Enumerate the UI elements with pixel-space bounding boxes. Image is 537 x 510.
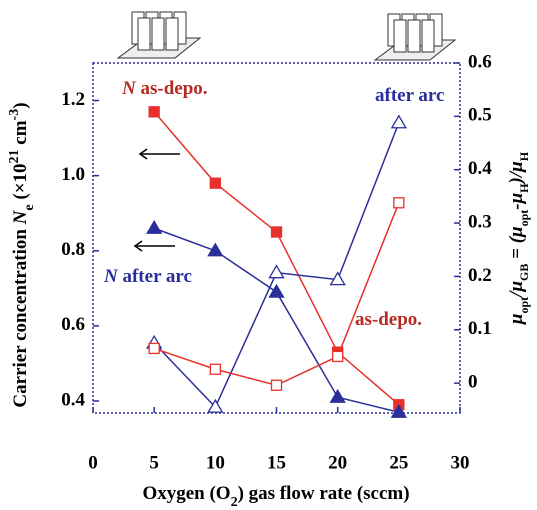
y2-tick-label: 0.4: [468, 158, 492, 179]
y-tick-label: 0.4: [61, 389, 85, 410]
marker: [209, 363, 221, 375]
label-part: e: [22, 204, 37, 210]
label-part: 10: [10, 163, 31, 182]
chart_data.ylabel-text: Carrier concentration Ne (×1021 cm-3): [7, 102, 37, 407]
x-tick-label: 30: [451, 452, 470, 473]
chart_data.xlabel-text: Oxygen (O2) gas flow rate (sccm): [142, 483, 409, 509]
annotation: as-depo.: [355, 309, 422, 330]
annotation: N as-depo.: [121, 78, 208, 99]
annotation-part: after arc: [118, 266, 192, 287]
marker: [148, 342, 160, 355]
label-part: GB: [517, 264, 531, 281]
x-tick-label: 25: [389, 452, 408, 473]
marker: [332, 350, 344, 363]
marker: [393, 197, 405, 209]
label-part: H: [517, 183, 531, 193]
y-tick-label: 0.8: [61, 239, 85, 260]
marker: [207, 242, 224, 257]
marker: [207, 398, 224, 413]
marker: [146, 219, 163, 234]
label-part: 2: [231, 495, 238, 510]
marker: [268, 264, 285, 279]
y2-tick-label: 0: [468, 371, 478, 392]
y-tick-label: 0.6: [61, 314, 85, 335]
marker: [329, 271, 346, 286]
y2-tick-label: 0.2: [468, 265, 492, 286]
label-part: /μ: [506, 281, 527, 299]
x-tick-label: 20: [328, 452, 347, 473]
label-part: Carrier concentration: [10, 224, 31, 407]
marker: [390, 403, 407, 418]
y2-tick-label: 0.6: [468, 51, 492, 72]
label-part: ): [10, 102, 31, 108]
annotation-part: N: [103, 266, 119, 287]
annotation-part: after arc: [375, 85, 444, 106]
annotation-part: as-depo.: [355, 309, 422, 330]
label-part: ×: [10, 182, 31, 193]
x-tick-label: 0: [88, 452, 98, 473]
x-tick-label: 10: [206, 452, 225, 473]
y2-tick-label: 0.3: [468, 211, 492, 232]
label-part: 21: [7, 149, 22, 163]
label-part: cm: [10, 120, 31, 149]
label-part: (: [10, 193, 31, 204]
label-part: opt: [517, 297, 531, 314]
label-part: H: [517, 151, 531, 161]
label-part: Oxygen (O: [142, 483, 230, 504]
y2-tick-label: 0.1: [468, 318, 492, 339]
marker: [390, 114, 407, 129]
annotation-part: N: [121, 78, 137, 99]
x-tick-label: 5: [149, 452, 159, 473]
y-tick-label: 1.2: [61, 89, 85, 110]
label-part: -3: [7, 109, 22, 121]
label-part: ) gas flow rate (sccm): [238, 483, 410, 504]
pillar-icon: [116, 11, 457, 61]
label-part: -μ: [506, 193, 527, 210]
label-part: )/μ: [506, 161, 527, 185]
marker: [270, 226, 283, 238]
annotation: N after arc: [103, 266, 192, 287]
marker: [209, 177, 221, 189]
chart_data.y2label-text: μopt/μGB = (μopt-μH)/μH: [506, 151, 530, 325]
marker: [270, 379, 283, 391]
annotation-part: as-depo.: [136, 78, 208, 99]
arrow: [133, 148, 180, 252]
label-part: = (μ: [506, 226, 527, 263]
plot-frame: [92, 62, 461, 414]
marker: [148, 106, 160, 118]
marker: [329, 388, 346, 403]
label-part: μ: [506, 313, 527, 325]
y2-tick-label: 0.5: [468, 105, 492, 126]
label-part: N: [10, 209, 31, 225]
y-tick-label: 1.0: [61, 164, 85, 185]
x-tick-label: 15: [267, 452, 286, 473]
annotation: after arc: [375, 85, 444, 106]
marker: [268, 283, 285, 298]
label-part: opt: [517, 210, 531, 227]
